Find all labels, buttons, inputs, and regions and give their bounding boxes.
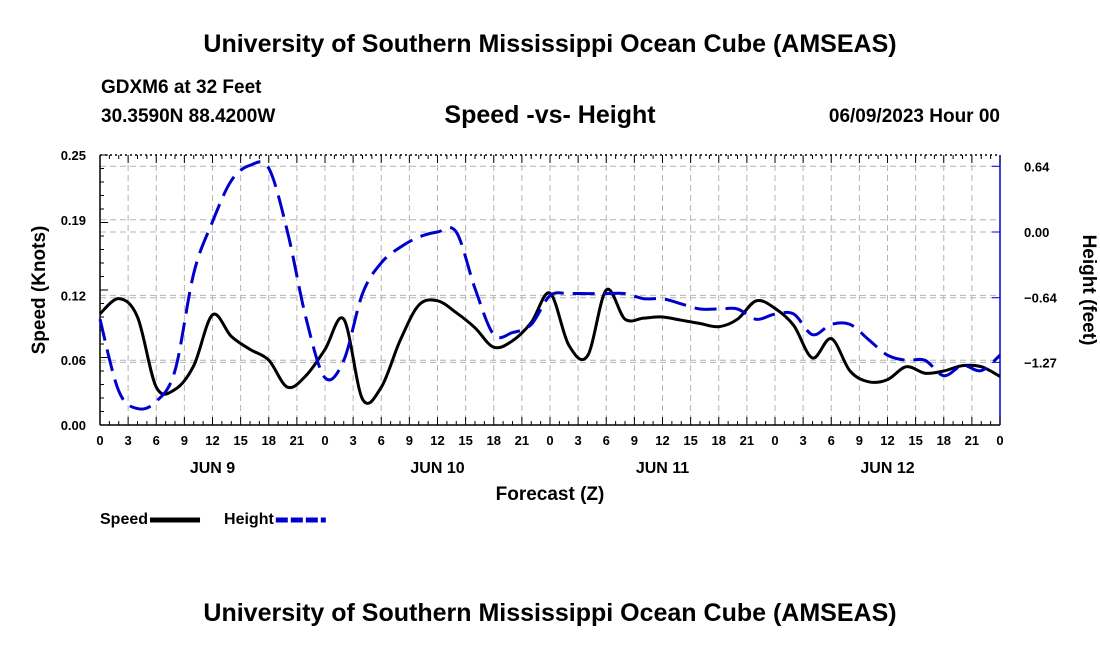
x-tick-label: 15 bbox=[683, 433, 697, 448]
x-tick-label: 15 bbox=[458, 433, 472, 448]
x-tick-label: 6 bbox=[153, 433, 160, 448]
x-tick-label: 0 bbox=[996, 433, 1003, 448]
x-tick-label: 12 bbox=[655, 433, 669, 448]
x-day-label: JUN 11 bbox=[636, 460, 689, 477]
station-label: GDXM6 at 32 Feet bbox=[101, 77, 262, 98]
x-day-label: JUN 9 bbox=[190, 460, 235, 477]
page-title: University of Southern Mississippi Ocean… bbox=[203, 30, 897, 58]
legend-label-height: Height bbox=[224, 511, 274, 528]
x-tick-label: 6 bbox=[378, 433, 385, 448]
x-tick-label: 12 bbox=[880, 433, 894, 448]
x-tick-label: 0 bbox=[96, 433, 103, 448]
x-tick-label: 21 bbox=[515, 433, 529, 448]
x-tick-label: 0 bbox=[321, 433, 328, 448]
y-left-tick-label: 0.19 bbox=[61, 213, 86, 228]
x-tick-label: 12 bbox=[430, 433, 444, 448]
x-tick-label: 3 bbox=[575, 433, 582, 448]
series-line-height bbox=[98, 160, 1002, 411]
y-right-tick-label: 0.00 bbox=[1024, 225, 1049, 240]
x-tick-label: 0 bbox=[546, 433, 553, 448]
legend-label-speed: Speed bbox=[100, 511, 148, 528]
x-tick-label: 3 bbox=[800, 433, 807, 448]
y-right-axis-title: Height (feet) bbox=[1078, 235, 1099, 346]
date-label: 06/09/2023 Hour 00 bbox=[828, 106, 1000, 127]
y-left-tick-label: 0.12 bbox=[61, 288, 86, 303]
x-tick-label: 12 bbox=[205, 433, 219, 448]
x-tick-label: 0 bbox=[771, 433, 778, 448]
x-day-label: JUN 10 bbox=[410, 460, 464, 477]
x-tick-label: 15 bbox=[233, 433, 247, 448]
y-right-tick-label: 0.64 bbox=[1024, 159, 1050, 174]
x-tick-label: 15 bbox=[908, 433, 922, 448]
x-tick-label: 9 bbox=[856, 433, 863, 448]
x-tick-label: 9 bbox=[181, 433, 188, 448]
x-tick-label: 21 bbox=[290, 433, 304, 448]
x-tick-label: 3 bbox=[350, 433, 357, 448]
x-tick-label: 6 bbox=[828, 433, 835, 448]
x-tick-label: 21 bbox=[740, 433, 754, 448]
x-tick-label: 3 bbox=[125, 433, 132, 448]
coordinates-label: 30.3590N 88.4200W bbox=[101, 106, 276, 127]
y-left-tick-label: 0.00 bbox=[61, 418, 86, 433]
x-tick-label: 18 bbox=[262, 433, 276, 448]
x-tick-label: 21 bbox=[965, 433, 979, 448]
x-tick-label: 6 bbox=[603, 433, 610, 448]
x-tick-label: 9 bbox=[631, 433, 638, 448]
chart-subtitle: Speed -vs- Height bbox=[444, 101, 656, 129]
y-left-tick-label: 0.25 bbox=[61, 148, 86, 163]
x-tick-label: 18 bbox=[487, 433, 501, 448]
x-tick-label: 18 bbox=[712, 433, 726, 448]
x-day-label: JUN 12 bbox=[860, 460, 914, 477]
x-tick-label: 18 bbox=[937, 433, 951, 448]
x-axis-title: Forecast (Z) bbox=[496, 484, 605, 505]
footer-title: University of Southern Mississippi Ocean… bbox=[203, 599, 897, 627]
x-tick-label: 9 bbox=[406, 433, 413, 448]
y-left-tick-label: 0.06 bbox=[61, 353, 86, 368]
y-right-tick-label: −0.64 bbox=[1024, 291, 1058, 306]
y-left-axis-title: Speed (Knots) bbox=[29, 226, 50, 355]
series-line-speed bbox=[98, 287, 1001, 405]
y-right-tick-label: −1.27 bbox=[1024, 355, 1057, 370]
